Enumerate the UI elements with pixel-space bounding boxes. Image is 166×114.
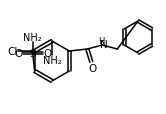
- Text: S: S: [29, 49, 36, 58]
- Text: H: H: [98, 36, 105, 45]
- Text: N: N: [100, 40, 108, 50]
- Text: NH₂: NH₂: [23, 33, 42, 43]
- Text: Cl: Cl: [7, 47, 18, 57]
- Text: NH₂: NH₂: [43, 56, 61, 66]
- Text: O: O: [43, 49, 51, 58]
- Text: O: O: [14, 49, 22, 58]
- Text: O: O: [88, 63, 96, 73]
